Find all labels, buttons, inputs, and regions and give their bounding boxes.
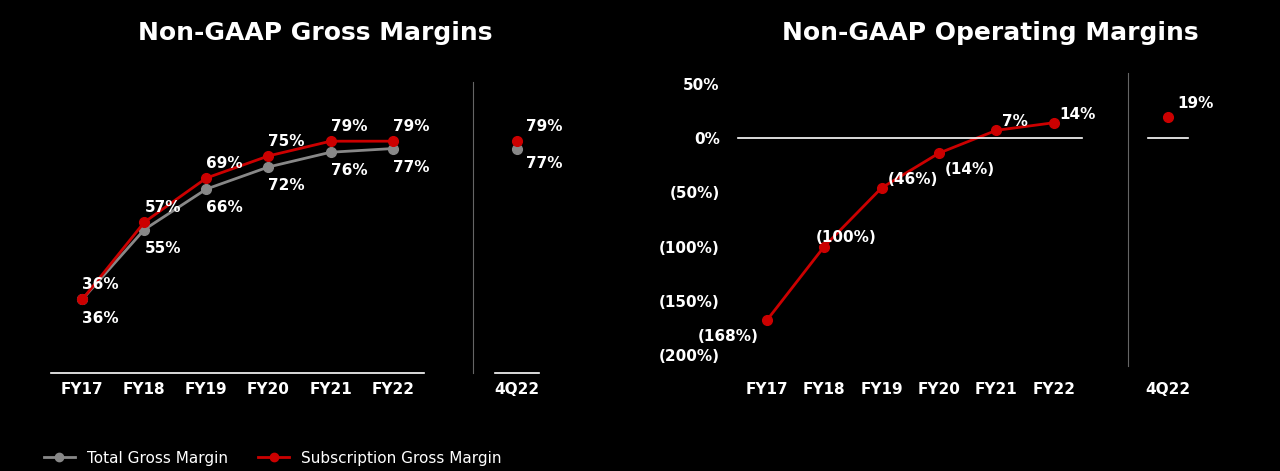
Text: 19%: 19% [1178, 96, 1213, 111]
Text: 79%: 79% [330, 119, 367, 134]
Text: 36%: 36% [82, 310, 119, 325]
Text: 36%: 36% [82, 277, 119, 292]
Legend: Total Gross Margin, Subscription Gross Margin: Total Gross Margin, Subscription Gross M… [38, 445, 508, 471]
Text: (168%): (168%) [698, 329, 758, 344]
Title: Non-GAAP Gross Margins: Non-GAAP Gross Margins [138, 21, 493, 45]
Text: 7%: 7% [1002, 114, 1028, 129]
Text: (14%): (14%) [945, 162, 995, 177]
Text: 66%: 66% [206, 200, 243, 215]
Text: 75%: 75% [269, 134, 305, 148]
Text: 72%: 72% [269, 178, 305, 193]
Text: 77%: 77% [393, 160, 429, 175]
Text: (46%): (46%) [887, 172, 938, 187]
Text: 55%: 55% [145, 241, 180, 256]
Text: 79%: 79% [526, 119, 563, 134]
Text: 57%: 57% [145, 200, 180, 215]
Title: Non-GAAP Operating Margins: Non-GAAP Operating Margins [782, 21, 1199, 45]
Text: 76%: 76% [330, 163, 367, 179]
Text: 14%: 14% [1060, 106, 1096, 122]
Text: 69%: 69% [206, 155, 243, 171]
Text: 79%: 79% [393, 119, 429, 134]
Text: (100%): (100%) [815, 230, 877, 245]
Text: 77%: 77% [526, 156, 563, 171]
